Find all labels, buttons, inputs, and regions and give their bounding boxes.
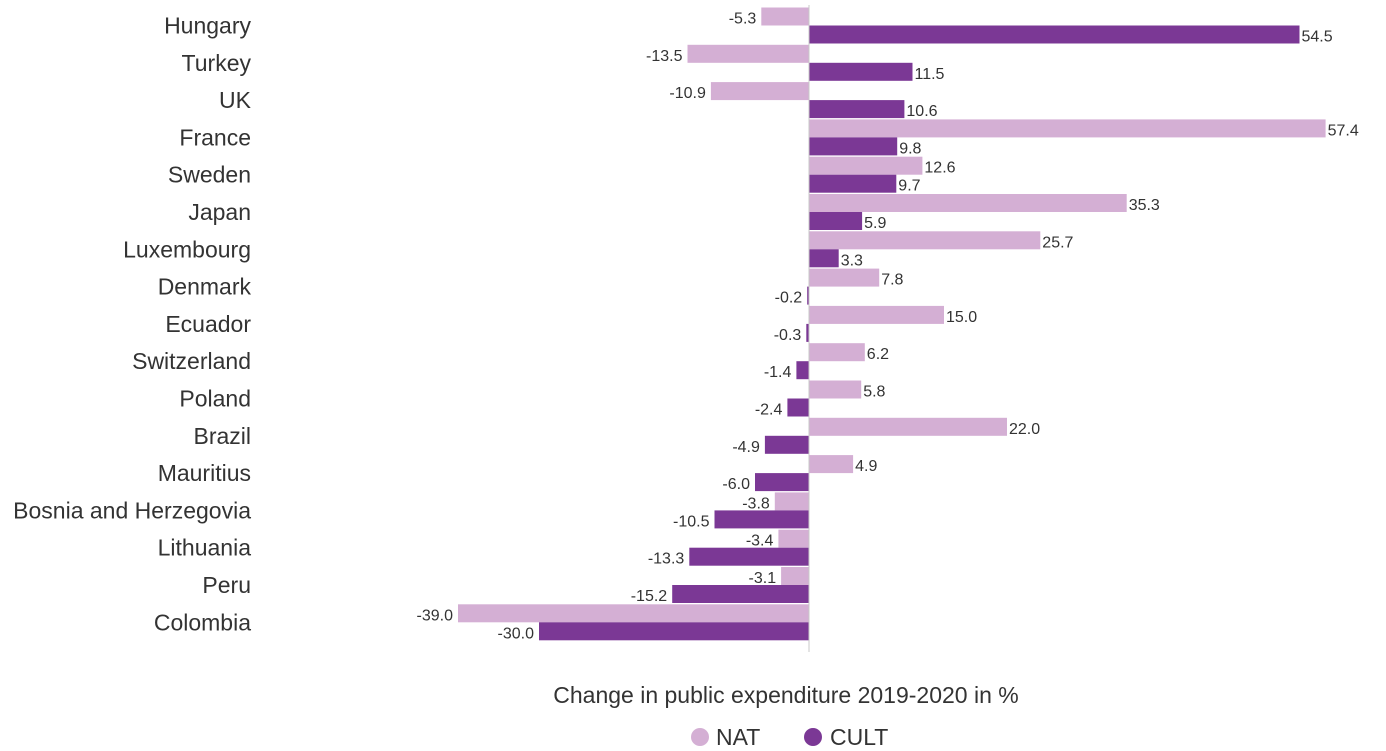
bar-cult-ecuador [806,323,809,342]
category-label-france: France [179,124,251,150]
bar-cult-bosnia-and-herzegovia [714,510,809,529]
bar-cult-hungary [809,25,1300,44]
bar-nat-poland [809,380,862,399]
value-label-nat-france: 57.4 [1328,122,1359,139]
category-label-switzerland: Switzerland [132,348,251,374]
value-label-nat-japan: 35.3 [1129,197,1160,214]
bar-cult-peru [672,585,809,603]
category-label-japan: Japan [188,199,251,225]
value-label-nat-poland: 5.8 [863,384,885,401]
bar-cult-turkey [809,62,913,81]
category-label-bosnia-and-herzegovia: Bosnia and Herzegovia [13,497,251,523]
bar-cult-brazil [764,435,809,454]
bar-nat-lithuania [778,529,809,548]
category-label-sweden: Sweden [168,162,251,188]
bar-cult-colombia [539,622,809,641]
bar-nat-peru [781,567,809,585]
value-label-cult-peru: -15.2 [631,588,668,605]
value-label-cult-hungary: 54.5 [1302,29,1333,46]
category-label-luxembourg: Luxembourg [123,236,251,262]
category-label-denmark: Denmark [158,274,252,300]
bar-nat-denmark [809,268,880,287]
bar-cult-france [809,137,898,156]
value-label-cult-turkey: 11.5 [915,66,945,83]
legend: NAT CULT [691,724,888,750]
bar-cult-sweden [809,174,897,193]
value-label-nat-sweden: 12.6 [924,160,955,177]
value-label-nat-switzerland: 6.2 [867,346,889,363]
bar-nat-turkey [687,44,809,63]
value-label-nat-bosnia-and-herzegovia: -3.8 [742,495,770,512]
value-label-cult-japan: 5.9 [864,215,886,232]
legend-marker-nat [691,728,709,746]
value-label-cult-lithuania: -13.3 [648,551,685,568]
value-label-nat-turkey: -13.5 [646,48,683,65]
value-label-cult-ecuador: -0.3 [774,327,802,344]
value-label-nat-brazil: 22.0 [1009,421,1040,438]
value-label-cult-denmark: -0.2 [775,290,803,307]
bar-nat-ecuador [809,305,944,324]
value-label-cult-brazil: -4.9 [732,439,760,456]
bar-nat-brazil [809,417,1007,436]
bar-nat-colombia [458,604,809,623]
value-label-cult-bosnia-and-herzegovia: -10.5 [673,513,710,530]
value-label-cult-luxembourg: 3.3 [841,252,863,269]
bar-cult-luxembourg [809,249,839,268]
bar-nat-luxembourg [809,231,1041,250]
value-label-cult-mauritius: -6.0 [722,476,750,493]
category-label-turkey: Turkey [182,50,252,76]
category-label-colombia: Colombia [154,609,251,635]
value-label-nat-uk: -10.9 [669,85,706,102]
bar-nat-hungary [761,7,809,26]
value-label-nat-peru: -3.1 [749,570,777,587]
bar-cult-mauritius [755,473,809,492]
category-label-uk: UK [219,87,252,113]
value-label-nat-luxembourg: 25.7 [1042,234,1073,251]
bar-cult-denmark [807,286,809,305]
bar-nat-mauritius [809,455,854,474]
value-label-nat-mauritius: 4.9 [855,458,877,475]
value-label-nat-hungary: -5.3 [729,11,757,28]
legend-label-nat: NAT [716,724,760,750]
category-label-lithuania: Lithuania [158,535,252,561]
bars-layer [458,7,1326,641]
bar-cult-poland [787,398,809,417]
bar-nat-sweden [809,156,923,175]
value-label-cult-sweden: 9.7 [898,178,920,195]
category-label-brazil: Brazil [193,423,251,449]
bar-nat-uk [710,82,809,101]
legend-marker-cult [804,728,822,746]
category-label-mauritius: Mauritius [158,460,251,486]
bar-nat-bosnia-and-herzegovia [774,492,809,511]
x-axis-title: Change in public expenditure 2019-2020 i… [553,682,1018,708]
bar-cult-uk [809,100,905,119]
bar-nat-switzerland [809,343,865,362]
category-label-poland: Poland [179,386,251,412]
value-label-nat-lithuania: -3.4 [746,533,774,550]
category-label-hungary: Hungary [164,13,251,39]
bar-cult-japan [809,212,863,230]
value-label-cult-switzerland: -1.4 [764,364,792,381]
value-label-cult-france: 9.8 [899,140,921,157]
bar-cult-switzerland [796,361,809,380]
category-label-peru: Peru [202,572,251,598]
value-label-nat-colombia: -39.0 [417,607,454,624]
value-label-cult-uk: 10.6 [906,103,937,120]
labels-layer: Hungary -5.3 54.5 Turkey -13.5 11.5 UK -10.9 10.… [13,11,1359,643]
legend-label-cult: CULT [830,724,888,750]
value-label-cult-colombia: -30.0 [498,625,535,642]
bar-nat-japan [809,194,1127,212]
value-label-nat-denmark: 7.8 [881,272,903,289]
value-label-nat-ecuador: 15.0 [946,309,977,326]
value-label-cult-poland: -2.4 [755,402,783,419]
bar-cult-lithuania [689,547,809,566]
bar-nat-france [809,119,1326,138]
category-label-ecuador: Ecuador [165,311,251,337]
